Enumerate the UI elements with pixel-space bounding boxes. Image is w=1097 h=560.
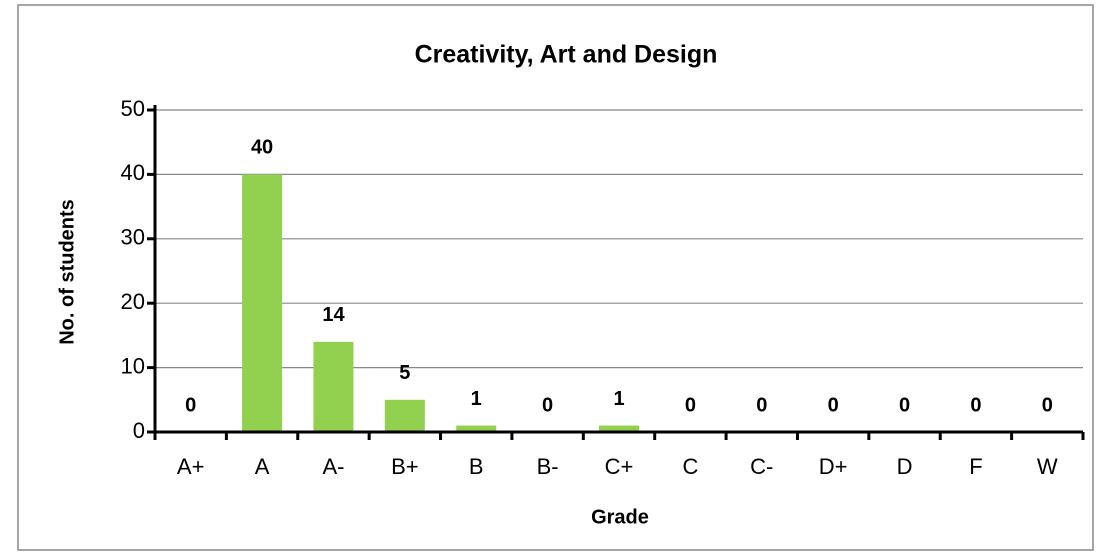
y-tick-label: 20 xyxy=(121,289,145,314)
data-label: 0 xyxy=(970,394,981,416)
data-label: 1 xyxy=(471,388,482,410)
y-tick-label: 30 xyxy=(121,225,145,250)
data-label: 14 xyxy=(322,304,345,326)
bar xyxy=(384,399,425,432)
data-label: 0 xyxy=(756,394,767,416)
data-label: 0 xyxy=(899,394,910,416)
data-label: 0 xyxy=(828,394,839,416)
y-axis-title: No. of students xyxy=(56,199,78,345)
x-tick-label: C- xyxy=(750,454,773,479)
data-label: 40 xyxy=(251,137,273,159)
y-tick-label: 40 xyxy=(121,160,145,185)
data-label: 5 xyxy=(399,362,410,384)
x-tick-label: B+ xyxy=(391,454,419,479)
y-tick-label: 0 xyxy=(133,418,145,443)
data-label: 0 xyxy=(542,394,553,416)
bar xyxy=(456,425,497,432)
chart-border xyxy=(17,4,1094,551)
data-label: 0 xyxy=(685,394,696,416)
x-tick-label: D+ xyxy=(819,454,848,479)
x-tick-label: A xyxy=(255,454,270,479)
bar xyxy=(599,425,639,432)
x-tick-label: W xyxy=(1037,454,1058,479)
y-tick-label: 50 xyxy=(121,96,145,121)
data-label: 0 xyxy=(185,394,196,416)
chart-title: Creativity, Art and Design xyxy=(415,41,718,69)
x-tick-label: A+ xyxy=(177,454,205,479)
x-tick-label: D xyxy=(897,454,913,479)
x-tick-label: C+ xyxy=(605,454,634,479)
x-tick-label: B- xyxy=(537,454,559,479)
bar xyxy=(313,341,354,432)
bar xyxy=(242,174,283,432)
x-tick-label: B xyxy=(469,454,484,479)
x-axis-title: Grade xyxy=(591,506,649,528)
x-tick-label: C xyxy=(682,454,698,479)
x-tick-label: A- xyxy=(322,454,344,479)
data-label: 0 xyxy=(1042,394,1053,416)
data-label: 1 xyxy=(613,388,624,410)
x-tick-label: F xyxy=(969,454,982,479)
y-tick-label: 10 xyxy=(121,353,145,378)
